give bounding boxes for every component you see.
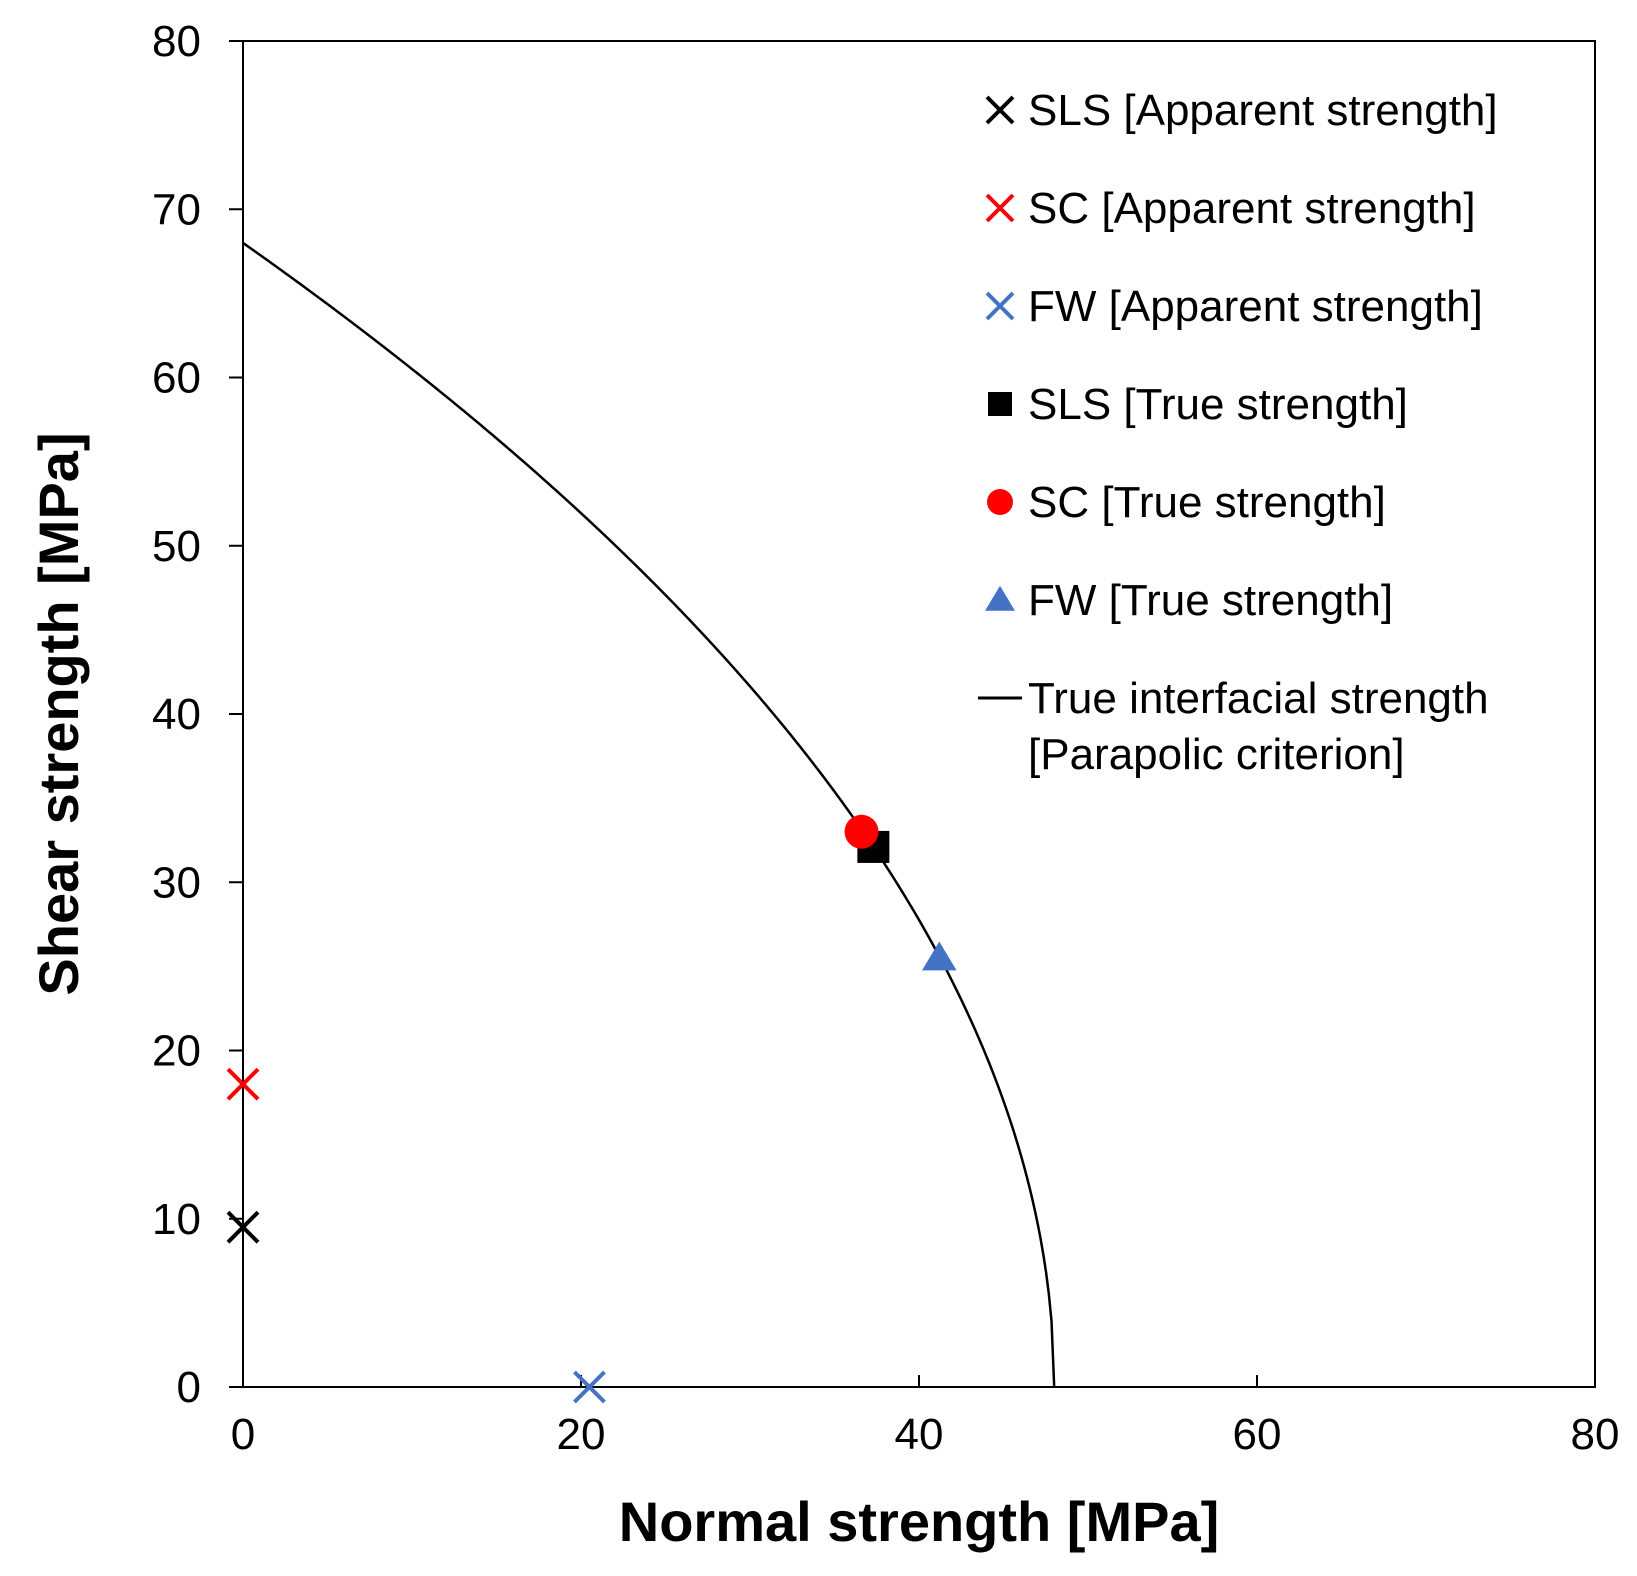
- criterion-curve: [242, 241, 1056, 1388]
- y-tick-label: 70: [152, 185, 201, 234]
- legend-label: SLS [Apparent strength]: [1028, 86, 1498, 135]
- legend-label-line2: [Parapolic criterion]: [1028, 730, 1405, 779]
- y-tick-label: 10: [152, 1195, 201, 1244]
- x-axis-title: Normal strength [MPa]: [619, 1490, 1220, 1553]
- x-tick-label: 80: [1571, 1410, 1620, 1459]
- data-point-series-2: [573, 1370, 606, 1404]
- y-tick-label: 20: [152, 1027, 201, 1076]
- legend-marker: [985, 193, 1015, 223]
- x-tick-label: 0: [231, 1410, 255, 1459]
- legend-marker: [987, 489, 1013, 515]
- y-axis-title: Shear strength [MPa]: [27, 432, 90, 995]
- data-point-series-1: [226, 1067, 260, 1101]
- x-tick-label: 60: [1233, 1410, 1282, 1459]
- legend-label: SC [True strength]: [1028, 478, 1386, 527]
- data-point-series-5: [922, 941, 957, 971]
- data-point-series-0: [226, 1210, 260, 1244]
- legend-label: FW [True strength]: [1028, 576, 1393, 625]
- y-tick-label: 30: [152, 858, 201, 907]
- data-point-series-4: [844, 814, 879, 849]
- x-tick-label: 40: [895, 1410, 944, 1459]
- y-tick-group: 0 10 20 30 40 50 60 70 80: [152, 17, 243, 1412]
- legend-marker: [988, 392, 1012, 416]
- y-tick-label: 80: [152, 17, 201, 66]
- legend-label: SLS [True strength]: [1028, 380, 1408, 429]
- y-tick-label: 60: [152, 354, 201, 403]
- y-tick-label: 50: [152, 522, 201, 571]
- legend: SLS [Apparent strength] SC [Apparent stre…: [978, 86, 1498, 779]
- legend-label: SC [Apparent strength]: [1028, 184, 1476, 233]
- x-tick-label: 20: [557, 1410, 606, 1459]
- legend-label: True interfacial strength: [1028, 674, 1489, 723]
- legend-marker: [985, 291, 1015, 321]
- x-tick-group: 0 20 40 60 80: [231, 1375, 1620, 1459]
- y-tick-label: 0: [177, 1363, 201, 1412]
- legend-label: FW [Apparent strength]: [1028, 282, 1483, 331]
- marker-group: [226, 814, 957, 1404]
- y-tick-label: 40: [152, 690, 201, 739]
- legend-marker: [985, 95, 1015, 125]
- legend-marker: [985, 585, 1015, 611]
